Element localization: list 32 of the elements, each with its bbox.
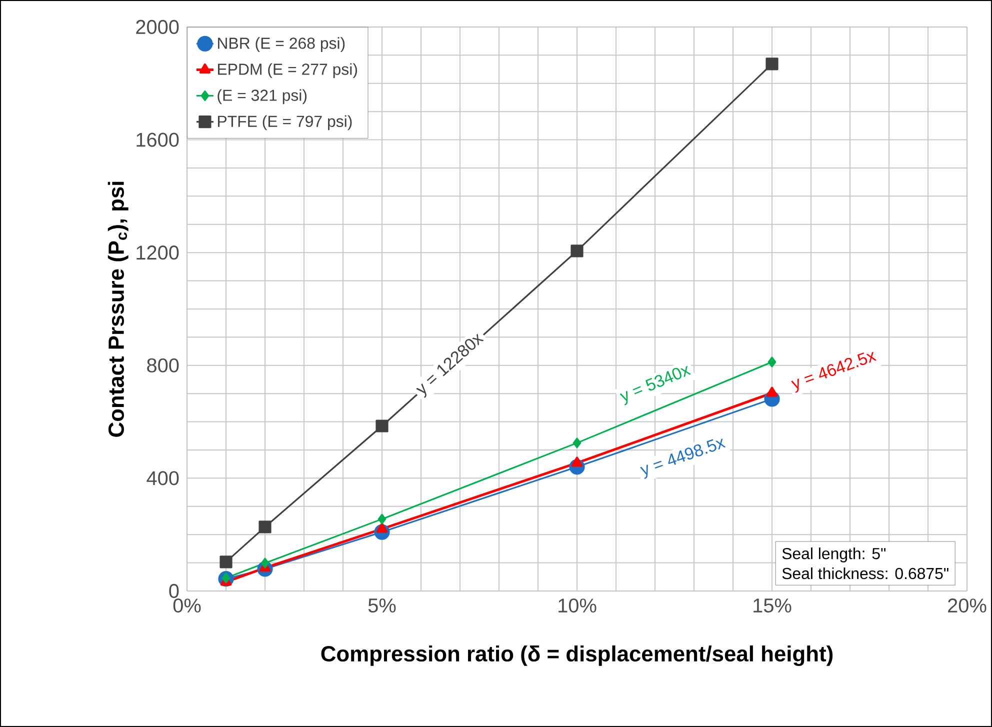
y-tick-label: 400 [146,471,179,486]
x-tick-label: 15% [754,598,792,613]
x-tick-label: 5% [368,598,396,613]
y-tick-label: 0 [169,584,179,598]
point [220,556,232,568]
point [258,520,272,534]
annotation: y = 4642.5x [791,352,877,393]
x-tick-label: 10% [558,598,596,613]
annotation: y = 4498.5x [640,438,726,479]
legend-label: EPDM (E = 277 psi) [218,63,357,78]
point [378,514,386,524]
legend-label: PTFE (E = 797 psi) [218,115,352,130]
point [766,386,778,397]
point [766,58,778,70]
point [260,558,270,568]
point [570,244,584,258]
x-tick-label: 20% [948,598,986,613]
point [572,438,582,448]
point [768,356,776,368]
y-tick-label: 2000 [136,20,179,34]
y-tick-label: 800 [147,358,179,372]
annotation: Seal thickness: 0.6875" [782,567,948,580]
point [376,420,388,432]
x-tick-label: 0% [173,598,201,613]
annotation: y = 5340x [620,366,692,406]
legend-label: (E = 321 psi) [218,89,307,104]
x-axis-title: Compression ratio (δ = displacement/seal height) [321,645,833,666]
annotation: Seal length: 5" [782,548,886,562]
y-tick-label: 1600 [136,132,179,147]
y-tick-label: 1200 [136,246,179,260]
legend-label: NBR (E = 268 psi) [218,37,345,52]
y-axis-title: Contact Prssure (P$_{c}$), psi [108,182,128,437]
